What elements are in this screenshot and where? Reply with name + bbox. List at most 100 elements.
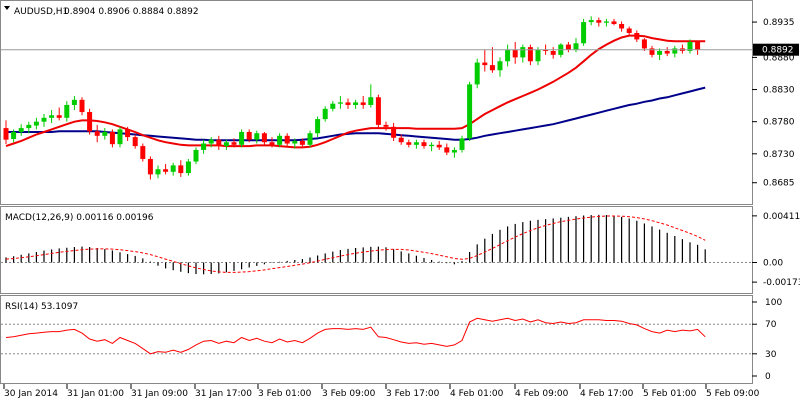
candle-body [102,131,108,136]
candle [277,133,283,148]
candle-body [87,112,93,132]
candle-body [603,21,609,23]
macd-signal-line [5,215,706,273]
slow-ma-line [6,86,706,142]
candle [79,97,85,116]
candle [505,44,511,67]
candle-body [147,158,153,175]
rsi-panel[interactable] [0,295,753,384]
candle [26,121,32,134]
candle-body [391,126,397,138]
macd-tick-label: 0.00411 [763,212,800,222]
candle [178,160,184,177]
candle-body [543,49,549,51]
candle [603,18,609,27]
candle [87,108,93,135]
candle-body [307,133,313,145]
candle [330,101,336,112]
rsi-tick-label: 70 [765,320,777,330]
candle-body [695,41,701,50]
candle [611,18,617,26]
candle [413,139,419,149]
candle-body [535,49,541,62]
candle [527,44,533,66]
candle [489,47,495,73]
candle [596,17,602,27]
candle [185,158,191,176]
candle-body [626,28,632,33]
candle-body [208,139,214,144]
candle-body [398,137,404,143]
price-tick-label: 0.8780 [763,118,795,128]
candle-body [201,143,207,150]
candle [467,81,473,141]
macd-axis: 0.00411 0.00 -0.00173 [752,212,800,288]
candle-body [11,131,17,140]
time-axis: 30 Jan 2014 31 Jan 01:00 31 Jan 09:00 31 Ja… [3,384,760,399]
candle [239,129,245,148]
price-panel-symbol: AUDUSD,H1 [14,7,68,17]
candle [94,124,100,143]
candle [49,110,55,123]
candle [451,147,457,158]
candle-body [345,102,351,105]
candle-body [451,149,457,153]
candle [550,47,556,59]
time-tick-label: 4 Feb 01:00 [450,389,504,399]
candle [406,139,412,148]
candle-body [155,169,161,175]
candle-body [132,137,138,147]
candle [588,16,594,26]
candle-body [565,44,571,50]
candle-body [581,22,587,44]
candle [216,135,222,150]
candle-body [353,102,359,105]
candle-body [292,140,298,144]
candle [520,44,526,63]
candle-body [223,142,229,147]
candle [634,30,640,42]
candle [170,162,176,176]
candle [292,138,298,149]
candle [102,128,108,140]
candle-body [64,104,70,118]
candle-body [261,133,267,143]
candle-body [231,142,237,145]
candle [641,38,647,51]
candle-body [383,124,389,127]
candle-body [254,133,260,140]
candle [18,124,24,136]
candle [71,95,77,111]
candle-body [611,21,617,24]
rsi-grid [1,323,752,355]
candle-body [185,161,191,174]
candle-body [550,50,556,55]
candle [132,134,138,149]
candle-body [337,102,343,104]
candle-body [421,142,427,147]
candle-body [368,97,374,105]
candle [657,48,663,60]
candle-body [474,62,480,85]
candle-body [125,129,131,138]
candle [444,143,450,156]
candle [307,130,313,148]
candle-body [619,23,625,29]
candle [231,138,237,148]
time-tick-label: 31 Jan 09:00 [131,389,188,399]
candle [163,164,169,175]
candle-body [649,48,655,55]
candle [208,137,214,148]
candle [687,39,693,54]
rsi-tick-label: 0 [765,372,771,382]
candle [246,129,252,143]
candle-body [71,99,77,105]
candle [391,122,397,141]
candle-body [269,142,275,145]
candle [322,106,328,122]
rsi-polyline [5,317,706,355]
candle-body [163,169,169,172]
candle-body [436,144,442,148]
dropdown-triangle-icon[interactable] [4,6,10,10]
